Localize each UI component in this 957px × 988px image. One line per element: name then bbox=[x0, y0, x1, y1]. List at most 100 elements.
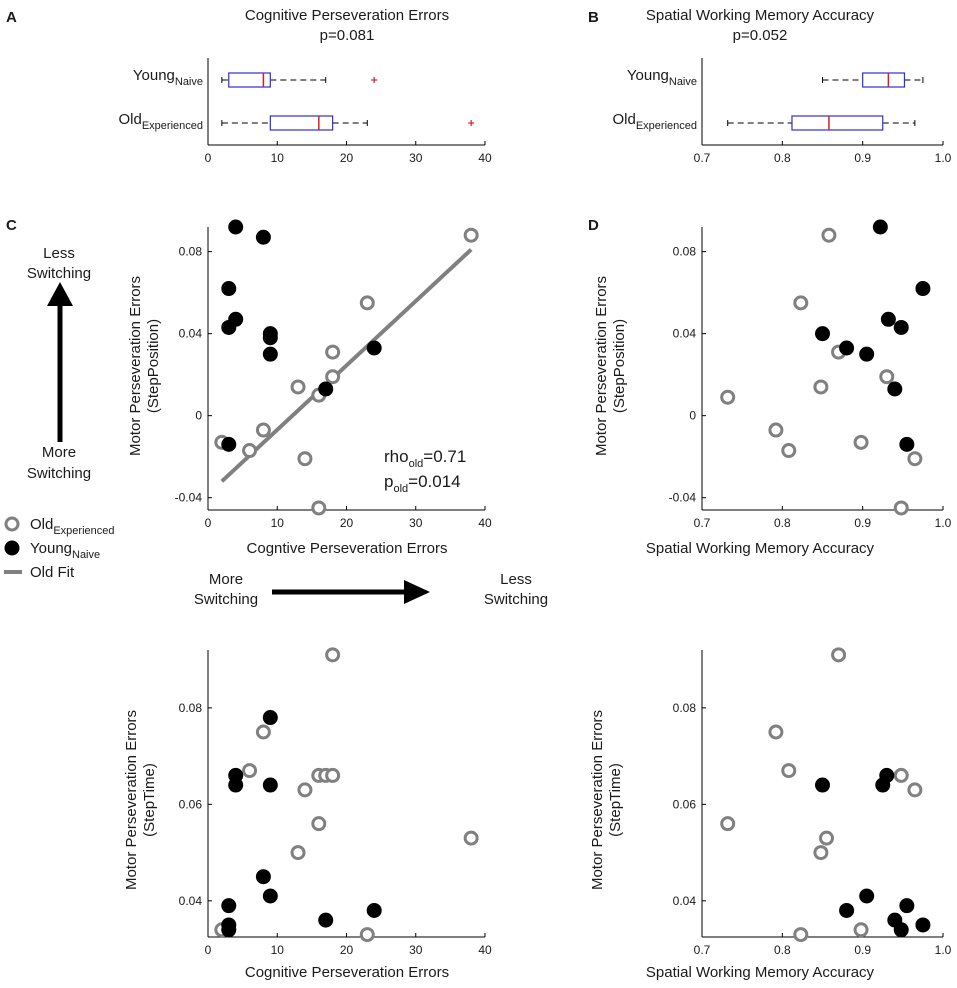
panel-e-old-point: Old: (38, 0.053) bbox=[463, 830, 479, 846]
panel-d-old-point: Old: (0.792, -0.007) bbox=[768, 422, 784, 438]
p-annotation: pold=0.014 bbox=[384, 472, 461, 495]
panel-c-x-tick-label: 20 bbox=[340, 516, 354, 530]
panel-e-x-tick-label: 0 bbox=[205, 943, 212, 957]
panel-e-old-point: Old: (16, 0.056) bbox=[311, 816, 327, 832]
panel-a-x-tick-label: 10 bbox=[271, 151, 285, 165]
panel-c-old-point: Old: (16, -0.045) bbox=[311, 500, 327, 516]
panel-b-title: Spatial Working Memory Accuracy bbox=[646, 7, 875, 24]
panel-a-old-outlier bbox=[468, 120, 475, 126]
panel-b-x-tick-label: 0.8 bbox=[774, 151, 791, 165]
legend-young-marker bbox=[4, 540, 20, 556]
panel-e-young-point: Young: (4, 0.064) bbox=[228, 777, 244, 793]
panel-label-c: C bbox=[6, 217, 17, 234]
vertical-arrow-top-label-2: Switching bbox=[27, 265, 91, 282]
horizontal-arrow-right-label-2: Switching bbox=[484, 591, 548, 608]
panel-c-young-point: Young: (9, 0.03) bbox=[262, 346, 278, 362]
panel-d-young-point: Young: (0.975, 0.062) bbox=[915, 281, 931, 297]
panel-f-y-tick-label: 0.04 bbox=[673, 894, 697, 908]
panel-f-old-point: Old: (0.965, 0.063) bbox=[907, 782, 923, 798]
legend-fit-label: Old Fit bbox=[30, 564, 75, 581]
panel-c-young-point: Young: (3, 0.062) bbox=[221, 281, 237, 297]
panel-c-young-point: Young: (9, 0.038) bbox=[262, 330, 278, 346]
panel-d-y-tick-label: 0 bbox=[689, 409, 696, 423]
panel-c-y-tick-label: 0.04 bbox=[179, 327, 203, 341]
panel-label-d: D bbox=[588, 217, 599, 234]
panel-e-young-point: Young: (8, 0.045) bbox=[255, 869, 271, 885]
box-b-young-label: YoungNaive bbox=[627, 67, 697, 88]
panel-c-old-point: Old: (13, 0.014) bbox=[290, 379, 306, 395]
panel-e-xlabel: Cognitive Perseveration Errors bbox=[245, 964, 449, 981]
panel-e-x-tick-label: 10 bbox=[271, 943, 285, 957]
panel-b-subtitle: p=0.052 bbox=[733, 27, 788, 44]
panel-f-old-point: Old: (0.948, 0.066) bbox=[893, 767, 909, 783]
panel-e-young-point: Young: (3, 0.039) bbox=[221, 898, 237, 914]
panel-f-y-tick-label: 0.06 bbox=[673, 797, 697, 811]
panel-d-x-tick-label: 0.7 bbox=[694, 516, 711, 530]
panel-label-b: B bbox=[588, 9, 599, 26]
panel-c-y-tick-label: 0 bbox=[195, 409, 202, 423]
panel-d-old-point: Old: (0.965, -0.021) bbox=[907, 451, 923, 467]
panel-c-old-point: Old: (6, -0.017) bbox=[242, 443, 258, 459]
panel-d-y-tick-label: -0.04 bbox=[669, 491, 697, 505]
panel-c-x-tick-label: 30 bbox=[409, 516, 423, 530]
box-b-old-label: OldExperienced bbox=[613, 111, 698, 132]
panel-a-x-tick-label: 0 bbox=[205, 151, 212, 165]
panel-d-young-point: Young: (0.932, 0.047) bbox=[880, 311, 896, 327]
panel-e-x-tick-label: 40 bbox=[478, 943, 492, 957]
panel-d-young-point: Young: (0.85, 0.04) bbox=[815, 326, 830, 342]
vertical-arrow-bottom-label-2: Switching bbox=[27, 465, 91, 482]
panel-e-young-point: Young: (9, 0.078) bbox=[262, 710, 278, 726]
vertical-arrowhead bbox=[47, 282, 73, 306]
panel-d-old-point: Old: (0.823, 0.055) bbox=[793, 295, 809, 311]
panel-f-old-point: Old: (0.823, 0.033) bbox=[793, 927, 809, 943]
panel-e-young-point: Young: (17, 0.036) bbox=[318, 912, 334, 928]
box-a-old-label: OldExperienced bbox=[119, 111, 204, 132]
panel-e-old-point: Old: (18, 0.091) bbox=[325, 647, 341, 663]
panel-a-old-box bbox=[269, 115, 334, 131]
panel-d-young-point: Young: (0.88, 0.033) bbox=[839, 340, 855, 356]
panel-e-y-tick-label: 0.08 bbox=[179, 701, 203, 715]
panel-c-young-point: Young: (17, 0.013) bbox=[318, 381, 334, 397]
panel-c-x-tick-label: 40 bbox=[478, 516, 492, 530]
panel-e-young-point: Young: (9, 0.041) bbox=[262, 888, 278, 904]
panel-b-young-box bbox=[862, 72, 906, 88]
panel-d-young-point: Young: (0.948, 0.043) bbox=[893, 319, 909, 335]
panel-c-old-point: Old: (18, 0.031) bbox=[325, 344, 341, 360]
horizontal-arrow-left-label-1: More bbox=[209, 571, 243, 588]
legend: OldExperienced YoungNaive Old Fit bbox=[4, 516, 115, 581]
panel-b-old-box bbox=[791, 115, 884, 131]
panel-f-x-tick-label: 0.9 bbox=[854, 943, 871, 957]
panel-d-xlabel: Spatial Working Memory Accuracy bbox=[646, 540, 875, 557]
panel-c-young-point: Young: (3, -0.014) bbox=[221, 436, 237, 452]
panel-d-old-point: Old: (0.898, -0.013) bbox=[853, 434, 869, 450]
panel-c-y-tick-label: 0.08 bbox=[179, 245, 203, 259]
panel-d-y-tick-label: 0.04 bbox=[673, 327, 697, 341]
panel-e-old-point: Old: (8, 0.075) bbox=[255, 724, 271, 740]
panel-d-old-point: Old: (0.858, 0.088) bbox=[821, 227, 837, 243]
panel-e-young-point: Young: (24, 0.038) bbox=[366, 902, 382, 918]
panel-d-x-tick-label: 0.8 bbox=[774, 516, 791, 530]
legend-old-marker bbox=[4, 516, 20, 532]
panel-d-old-point: Old: (0.808, -0.017) bbox=[781, 443, 797, 459]
panel-f-old-point: Old: (0.792, 0.075) bbox=[768, 724, 784, 740]
vertical-arrow-bottom-label-1: More bbox=[42, 444, 76, 461]
panel-e-young-point: Young: (9, 0.064) bbox=[262, 777, 278, 793]
panel-f-young-point: Young: (0.85, 0.064) bbox=[815, 777, 830, 793]
panel-d-ylabel: Motor Perseveration Errors(StepPosition) bbox=[593, 276, 628, 456]
panel-f-x-tick-label: 0.8 bbox=[774, 943, 791, 957]
panel-d-old-point: Old: (0.848, 0.014) bbox=[813, 379, 829, 395]
panel-c-ylabel: Motor Perseveration Errors(StepPosition) bbox=[127, 276, 162, 456]
panel-f-young-point: Young: (0.975, 0.035) bbox=[915, 917, 931, 933]
panel-c-x-tick-label: 0 bbox=[205, 516, 212, 530]
panel-e-old-point: Old: (14, 0.063) bbox=[297, 782, 313, 798]
panel-c-old-point: Old: (18, 0.019) bbox=[325, 369, 341, 385]
box-a-young-label: YoungNaive bbox=[133, 67, 203, 88]
panel-b-x-tick-label: 1.0 bbox=[935, 151, 952, 165]
legend-old-label: OldExperienced bbox=[30, 516, 115, 537]
panel-d-young-point: Young: (0.955, -0.014) bbox=[899, 436, 915, 452]
panel-f-young-point: Young: (0.955, 0.039) bbox=[899, 898, 915, 914]
panel-f-old-point: Old: (0.808, 0.067) bbox=[781, 763, 797, 779]
plot-layer: 0 10 20 30 40 0.7 0.8 0.9 1.00 10 20 30 40-0.0400.04… bbox=[175, 58, 952, 957]
panel-c-young-point: Young: (4, 0.047) bbox=[228, 311, 244, 327]
rho-annotation: rhoold=0.71 bbox=[384, 447, 466, 470]
